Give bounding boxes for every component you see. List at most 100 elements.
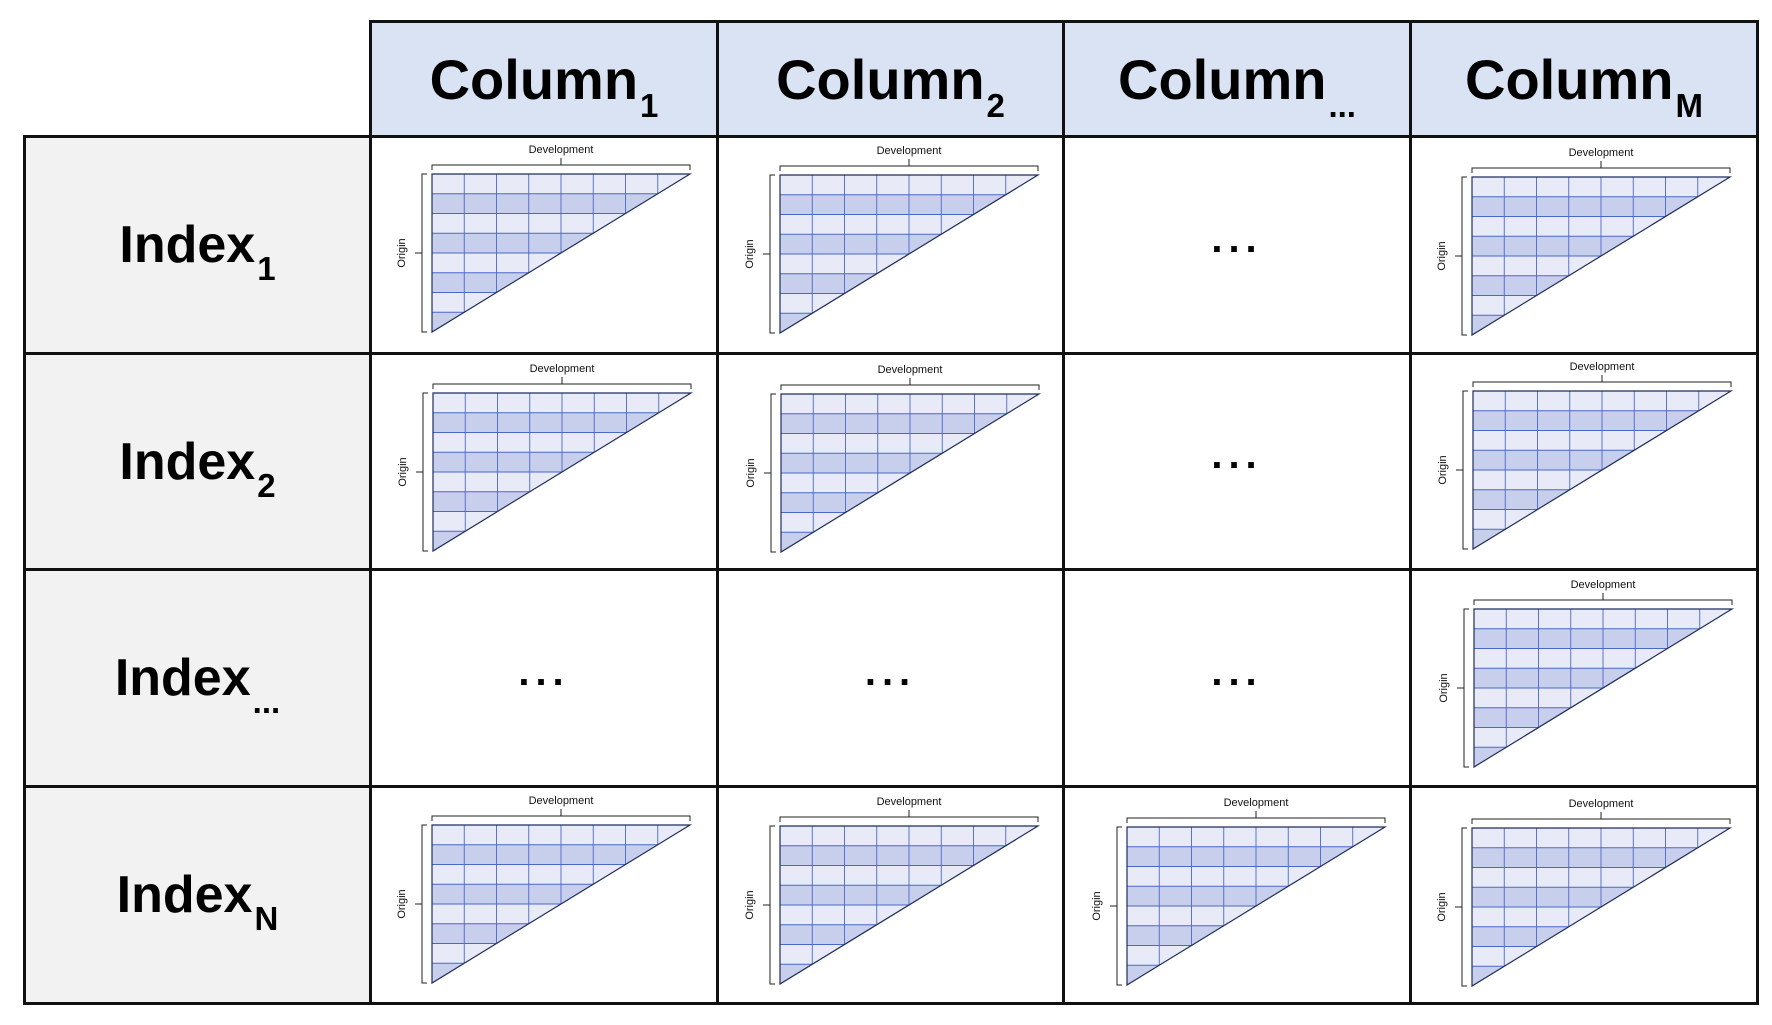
column-header-label: Column... (1118, 47, 1356, 124)
triangle-cell: Development Origin (1409, 135, 1759, 355)
triangle-cell: Development Origin (716, 352, 1065, 571)
development-triangle: Development Origin (1091, 797, 1388, 987)
ellipsis-cell: ... (1062, 568, 1412, 788)
column-header-label: ColumnM (1465, 47, 1703, 124)
development-triangle: Development Origin (745, 364, 1042, 554)
triangle-cell: Development Origin (1409, 785, 1759, 1005)
origin-label: Origin (1437, 455, 1449, 484)
development-label: Development (1571, 579, 1636, 591)
origin-label: Origin (745, 458, 757, 487)
column-header-4: ColumnM (1409, 20, 1759, 138)
column-header-subscript: 1 (640, 86, 659, 124)
ellipsis-cell: ... (369, 568, 719, 788)
ellipsis-mark: ... (1211, 433, 1263, 477)
origin-label: Origin (1436, 892, 1448, 921)
ellipsis-mark: ... (518, 649, 570, 694)
origin-label: Origin (1091, 891, 1103, 920)
column-header-label: Column2 (776, 47, 1005, 124)
row-header-name: Index (119, 432, 256, 491)
development-bracket (431, 158, 691, 170)
development-bracket (780, 378, 1040, 390)
triangle-outline (780, 393, 1042, 554)
development-triangle: Development Origin (396, 144, 693, 334)
column-header-name: Column (776, 47, 985, 111)
row-header-name: Index (116, 866, 253, 924)
development-label: Development (877, 796, 942, 808)
column-header-subscript: M (1675, 86, 1703, 124)
origin-bracket (764, 393, 776, 553)
development-label: Development (1569, 798, 1634, 810)
development-bracket (1473, 593, 1733, 605)
row-header-label: Index1 (119, 215, 275, 287)
triangle-outline (432, 392, 694, 553)
row-header-subscript: 2 (257, 466, 276, 504)
triangle-outline (779, 174, 1041, 335)
origin-label: Origin (744, 890, 756, 919)
row-header-4: IndexN (23, 785, 372, 1005)
development-triangle: Development Origin (1436, 798, 1733, 988)
development-bracket (779, 159, 1039, 171)
origin-label: Origin (1438, 673, 1450, 702)
development-label: Development (878, 364, 943, 376)
ellipsis-cell: ... (716, 568, 1065, 788)
development-triangle: Development Origin (744, 796, 1041, 986)
triangle-outline (431, 824, 693, 985)
row-header-name: Index (114, 649, 251, 707)
development-label: Development (529, 144, 594, 156)
row-header-3: Index... (23, 568, 372, 788)
row-header-1: Index1 (23, 135, 372, 355)
development-bracket (779, 810, 1039, 822)
row-header-label: Index... (114, 648, 280, 720)
column-header-2: Column2 (716, 20, 1065, 138)
ellipsis-mark: ... (864, 649, 917, 694)
triangle-cell: Development Origin (1409, 568, 1759, 788)
development-bracket (1471, 812, 1731, 824)
origin-bracket (763, 825, 775, 985)
development-triangle: Development Origin (1436, 147, 1733, 337)
origin-label: Origin (397, 457, 409, 486)
development-triangle: Development Origin (1437, 361, 1734, 551)
triangle-outline (431, 173, 693, 334)
development-label: Development (1224, 797, 1289, 809)
development-triangle: Development Origin (1438, 579, 1735, 769)
triangle-cell: Development Origin (369, 352, 719, 571)
development-bracket (1472, 375, 1732, 387)
triangle-cell: Development Origin (1409, 352, 1759, 571)
origin-label: Origin (1436, 241, 1448, 270)
development-triangle: Development Origin (396, 795, 693, 985)
column-header-name: Column (429, 47, 639, 111)
row-header-subscript: ... (252, 683, 281, 720)
origin-bracket (1457, 608, 1469, 768)
column-header-1: Column1 (369, 20, 719, 138)
triangle-cell: Development Origin (369, 135, 719, 355)
triangle-cell: Development Origin (369, 785, 719, 1005)
triangle-cell: Development Origin (716, 135, 1065, 355)
development-bracket (432, 377, 692, 389)
origin-label: Origin (744, 239, 756, 268)
column-header-3: Column... (1062, 20, 1412, 138)
column-header-name: Column (1118, 47, 1327, 111)
development-bracket (1126, 811, 1386, 823)
origin-label: Origin (396, 238, 408, 267)
ellipsis-mark: ... (1211, 216, 1263, 261)
origin-bracket (1455, 827, 1467, 987)
column-header-name: Column (1465, 47, 1674, 111)
column-header-subscript: ... (1328, 86, 1356, 124)
triangle-cell: Development Origin (1062, 785, 1412, 1005)
development-label: Development (1570, 361, 1635, 373)
ellipsis-cell: ... (1062, 135, 1412, 355)
origin-bracket (1455, 176, 1467, 336)
row-header-subscript: N (254, 900, 279, 937)
triangle-outline (1471, 827, 1733, 988)
origin-bracket (763, 174, 775, 334)
ellipsis-cell: ... (1062, 352, 1412, 571)
development-bracket (1471, 161, 1731, 173)
development-label: Development (530, 363, 595, 375)
origin-label: Origin (396, 889, 408, 918)
triangle-cell: Development Origin (716, 785, 1065, 1005)
triangle-outline (1472, 390, 1734, 551)
column-header-subscript: 2 (986, 86, 1005, 124)
row-header-subscript: 1 (257, 250, 276, 287)
triangle-outline (1473, 608, 1735, 769)
